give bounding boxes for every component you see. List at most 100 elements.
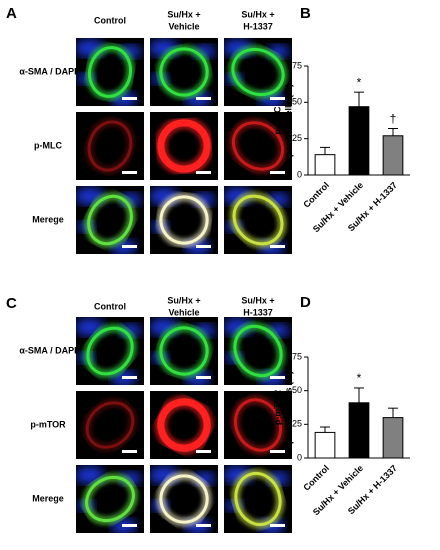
scale-bar [270,524,285,527]
image-content [76,39,142,106]
column-header: Vehicle [168,21,199,31]
ring [157,398,211,452]
x-tick-label: Control [301,463,331,493]
micrograph [150,465,218,533]
scale-bar [122,171,137,174]
micrograph [224,38,292,106]
row-label: α-SMA / DAPI [19,66,76,76]
micrograph [150,38,218,106]
y-tick-label: 0 [297,169,302,179]
ring [159,47,209,97]
y-tick-label: 25 [292,133,302,143]
ring [157,119,211,173]
image-content [150,187,216,254]
scale-bar [196,245,211,248]
column-header: Control [94,301,126,311]
panel-label: B [300,5,311,22]
bar [348,106,370,176]
scale-bar [122,97,137,100]
scale-bar [270,376,285,379]
bar [314,154,336,176]
image-content [154,116,214,176]
micrograph [76,465,144,533]
image-content [224,318,290,385]
ring [85,401,135,449]
bar [348,402,370,459]
column-header: H-1337 [243,307,273,317]
x-tick-label: Control [301,180,331,210]
ring [233,324,283,378]
panel-label: A [6,5,17,22]
ring [231,121,285,171]
ring [233,398,283,452]
row-label: p-MLC [34,140,62,150]
scale-bar [270,450,285,453]
ring [159,326,209,376]
y-axis-label: positive cells (%) [283,371,293,444]
micrograph [150,112,218,180]
scale-bar [122,450,137,453]
ring [159,474,209,524]
column-header: Su/Hx + [241,295,274,305]
micrograph [76,317,144,385]
annotation: * [357,371,362,385]
column-header: Su/Hx + [167,295,200,305]
y-tick-label: 75 [292,60,302,70]
y-axis-label: p-MLC [272,106,282,134]
ring [87,46,133,98]
scale-bar [270,245,285,248]
y-tick-label: 50 [292,97,302,107]
scale-bar [196,97,211,100]
panel-label: C [6,295,17,312]
scale-bar [122,376,137,379]
micrograph [224,186,292,254]
image-content [228,118,288,174]
ring [86,326,134,376]
image-content [82,398,138,452]
row-label: Merege [32,214,64,224]
scale-bar [196,171,211,174]
ring [231,47,285,97]
ring [87,120,133,172]
y-tick-label: 0 [297,452,302,462]
annotation: † [390,112,397,126]
image-content [224,39,290,106]
micrograph [224,465,292,533]
scale-bar [196,524,211,527]
row-label: α-SMA / DAPI [19,345,76,355]
bar [382,135,404,176]
column-header: Su/Hx + [241,9,274,19]
ring-glow [82,398,138,452]
micrograph [224,391,292,459]
row-label: p-mTOR [30,419,66,429]
y-tick-label: 25 [292,419,302,429]
image-content [230,395,286,455]
image-content [150,318,216,385]
micrograph [76,38,144,106]
scale-bar [122,524,137,527]
micrograph [150,391,218,459]
micrograph [224,317,292,385]
y-axis-label: positive cells (%) [283,84,293,157]
column-header: H-1337 [243,21,273,31]
ring [232,194,284,246]
annotation: * [357,75,362,89]
micrograph [76,391,144,459]
micrograph [150,317,218,385]
micrograph [150,186,218,254]
ring-glow [84,117,136,175]
scale-bar [196,450,211,453]
scale-bar [196,376,211,379]
column-header: Su/Hx + [167,9,200,19]
scale-bar [270,97,285,100]
bar [382,417,404,459]
y-axis-label: p-mTOR [272,389,282,425]
ring [85,475,135,523]
image-content [84,117,136,175]
scale-bar [270,171,285,174]
micrograph [76,112,144,180]
panel-label: D [300,294,311,311]
y-tick-label: 50 [292,385,302,395]
